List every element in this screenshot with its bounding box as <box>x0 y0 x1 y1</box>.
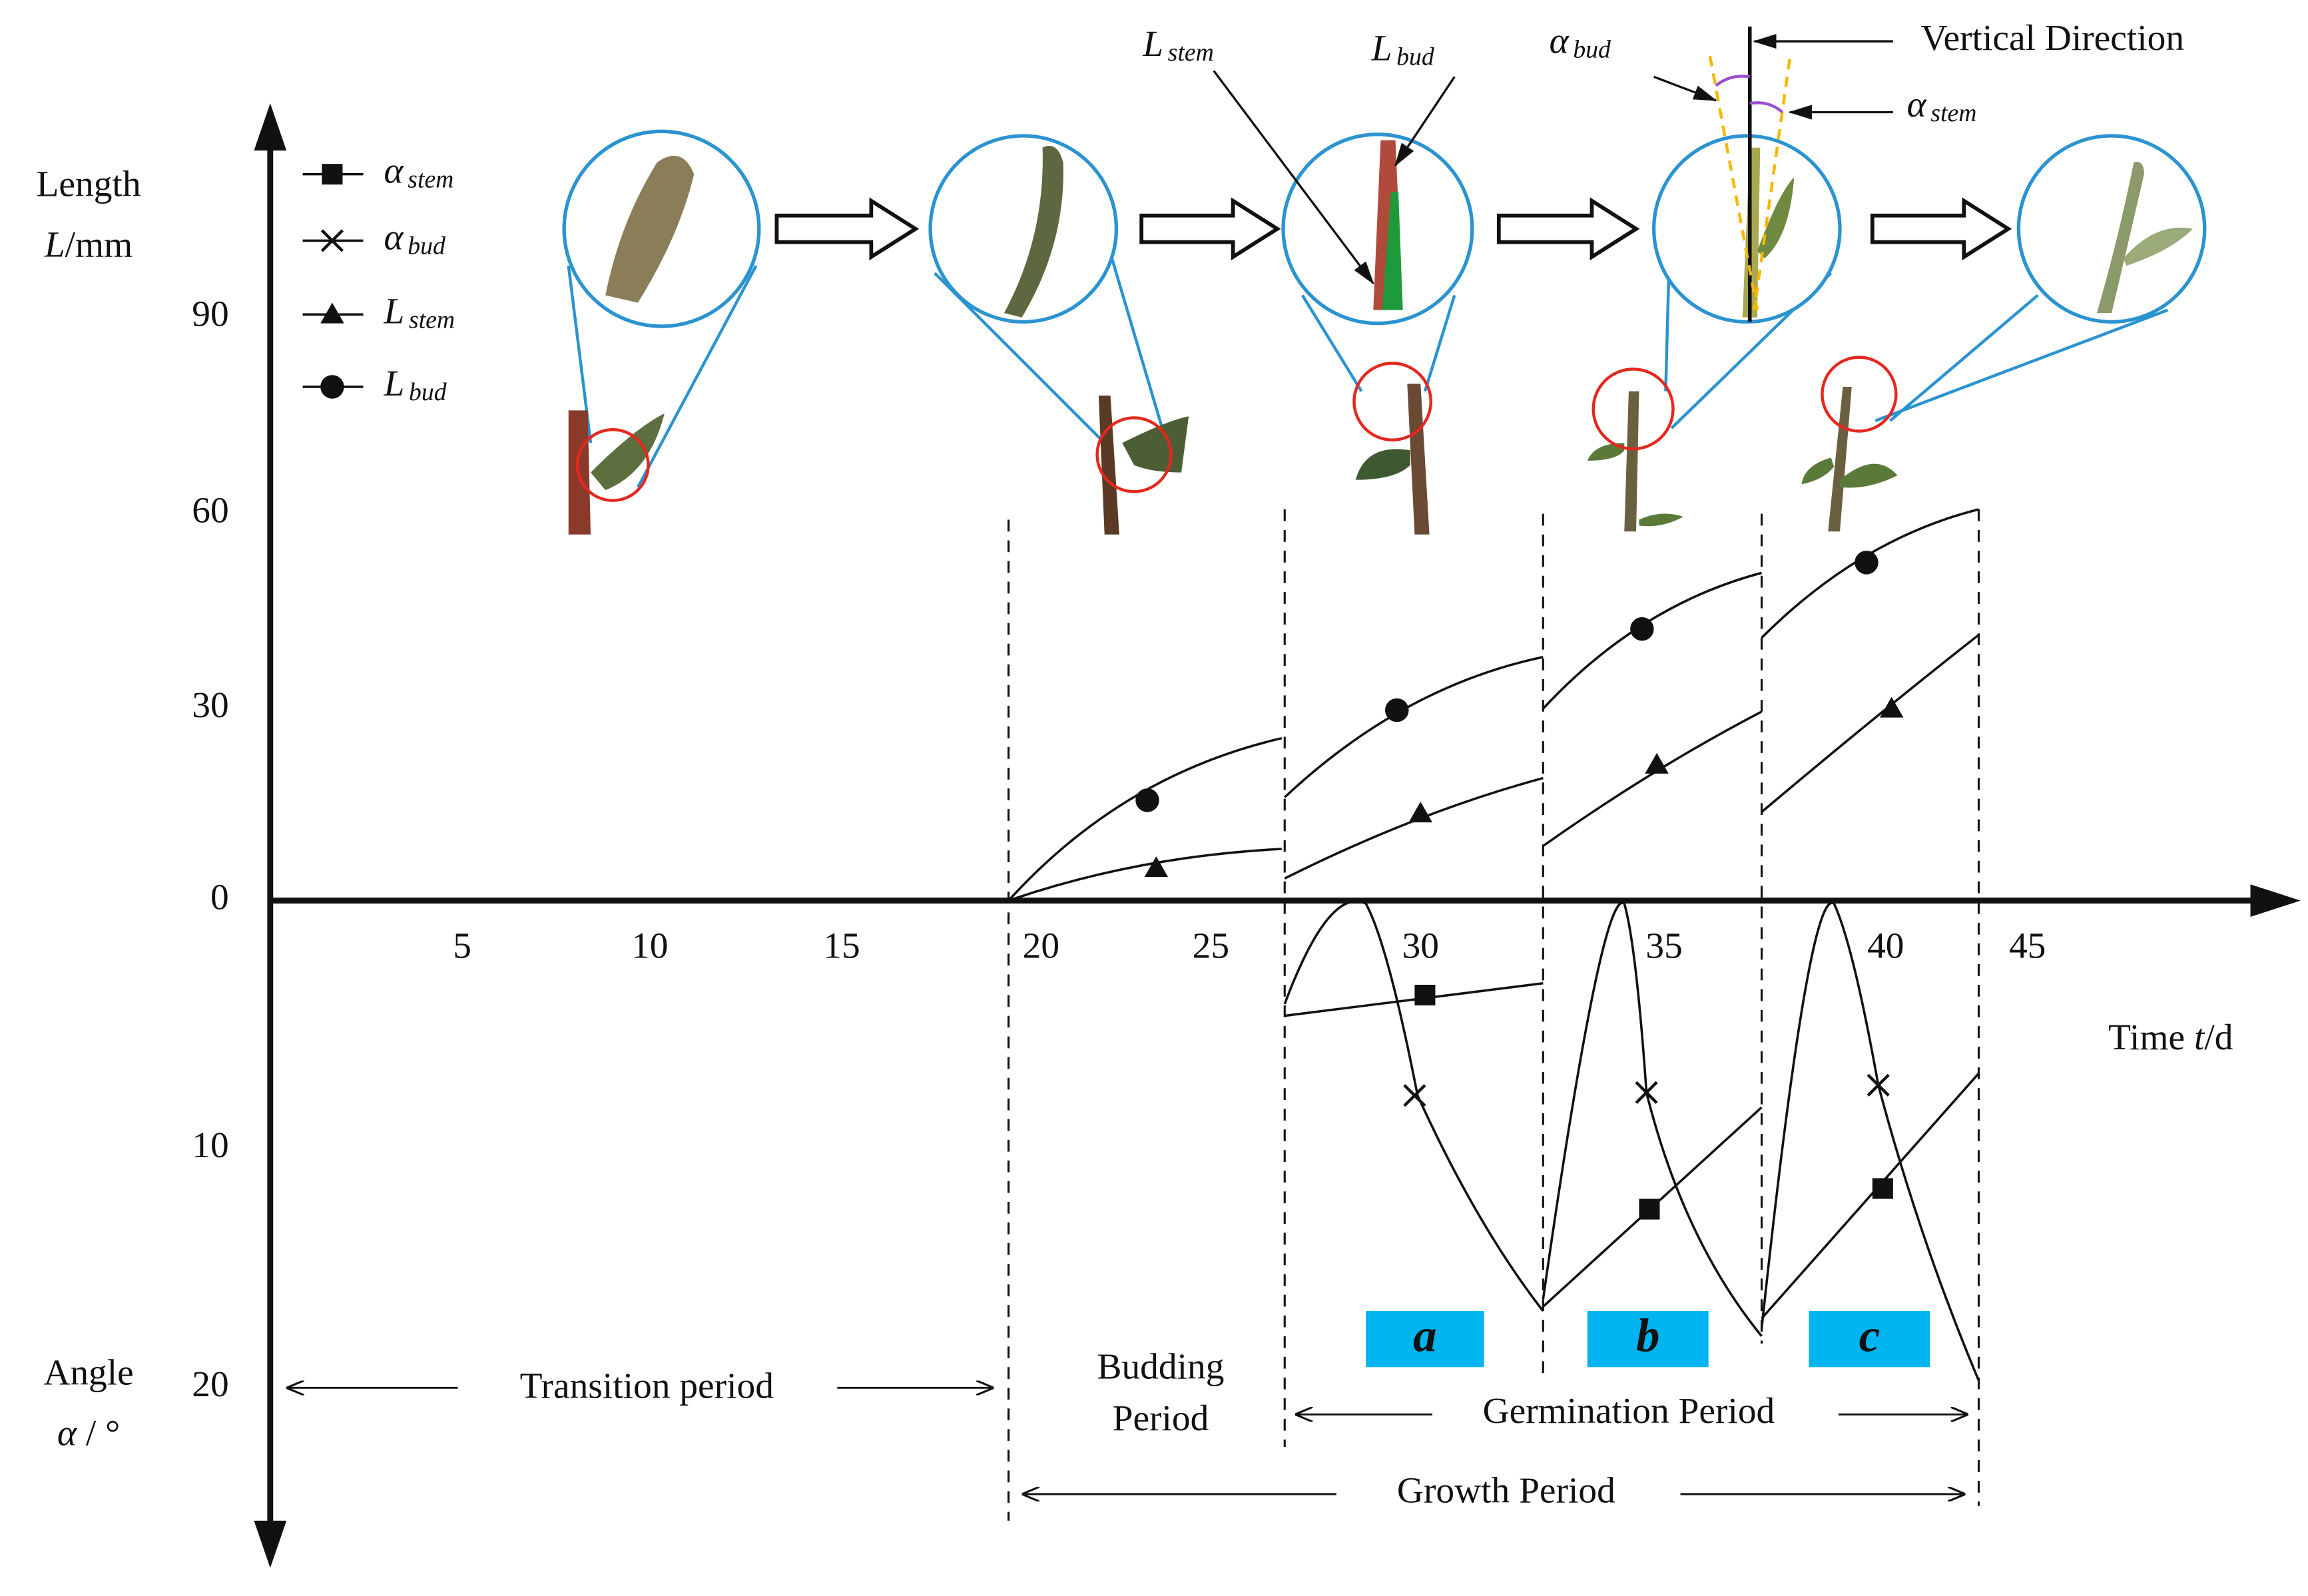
period-label: Germination Period <box>1483 1390 1775 1431</box>
period-label: Period <box>1113 1398 1209 1438</box>
x-tick-label: 35 <box>1645 926 1682 966</box>
y-tick-label: 10 <box>192 1125 228 1165</box>
y2-title: Angle <box>43 1352 133 1392</box>
stage-label: a <box>1413 1310 1436 1362</box>
x-tick-label: 20 <box>1023 926 1059 966</box>
annotation: α stem <box>1907 84 1977 127</box>
period-boundaries <box>1008 509 1980 1521</box>
markers <box>1135 551 1904 1220</box>
y-title: Length <box>37 163 141 204</box>
y2-unit: α / ° <box>57 1412 120 1453</box>
x-tick-label: 40 <box>1867 926 1904 966</box>
y-tick-label: 90 <box>192 293 228 334</box>
y-ticks: 90 60 30 0 10 20 <box>192 293 228 1404</box>
period-label: Budding <box>1097 1346 1225 1386</box>
y-tick-label: 0 <box>210 876 229 917</box>
period-labels: Transition period Budding Period Germina… <box>288 1346 1966 1511</box>
stage-boxes: a b c <box>1366 1310 1930 1368</box>
x-tick-label: 45 <box>2009 926 2046 966</box>
period-label: Growth Period <box>1397 1470 1615 1511</box>
y-tick-label: 20 <box>192 1364 228 1404</box>
curves <box>1008 508 1980 1381</box>
axes <box>254 103 2301 1568</box>
x-tick-label: 10 <box>631 926 668 966</box>
stage-label: b <box>1636 1310 1659 1362</box>
y-tick-label: 60 <box>192 489 228 530</box>
annotation: Vertical Direction <box>1921 17 2184 58</box>
x-ticks: 5 10 15 20 25 30 35 40 45 <box>453 926 2046 966</box>
y-tick-label: 30 <box>192 684 228 725</box>
x-title: Time t/d <box>2108 1017 2233 1057</box>
stage-label: c <box>1859 1310 1880 1362</box>
x-tick-label: 5 <box>453 926 471 966</box>
annotation: α bud <box>1550 20 1611 63</box>
x-tick-label: 25 <box>1193 926 1229 966</box>
legend-label: α stem <box>384 150 454 193</box>
y-unit: L/mm <box>44 224 133 264</box>
period-label: Transition period <box>520 1365 774 1406</box>
x-tick-label: 30 <box>1402 926 1439 966</box>
legend-label: α bud <box>384 216 445 260</box>
photos <box>562 26 2207 535</box>
x-tick-label: 15 <box>823 926 860 966</box>
